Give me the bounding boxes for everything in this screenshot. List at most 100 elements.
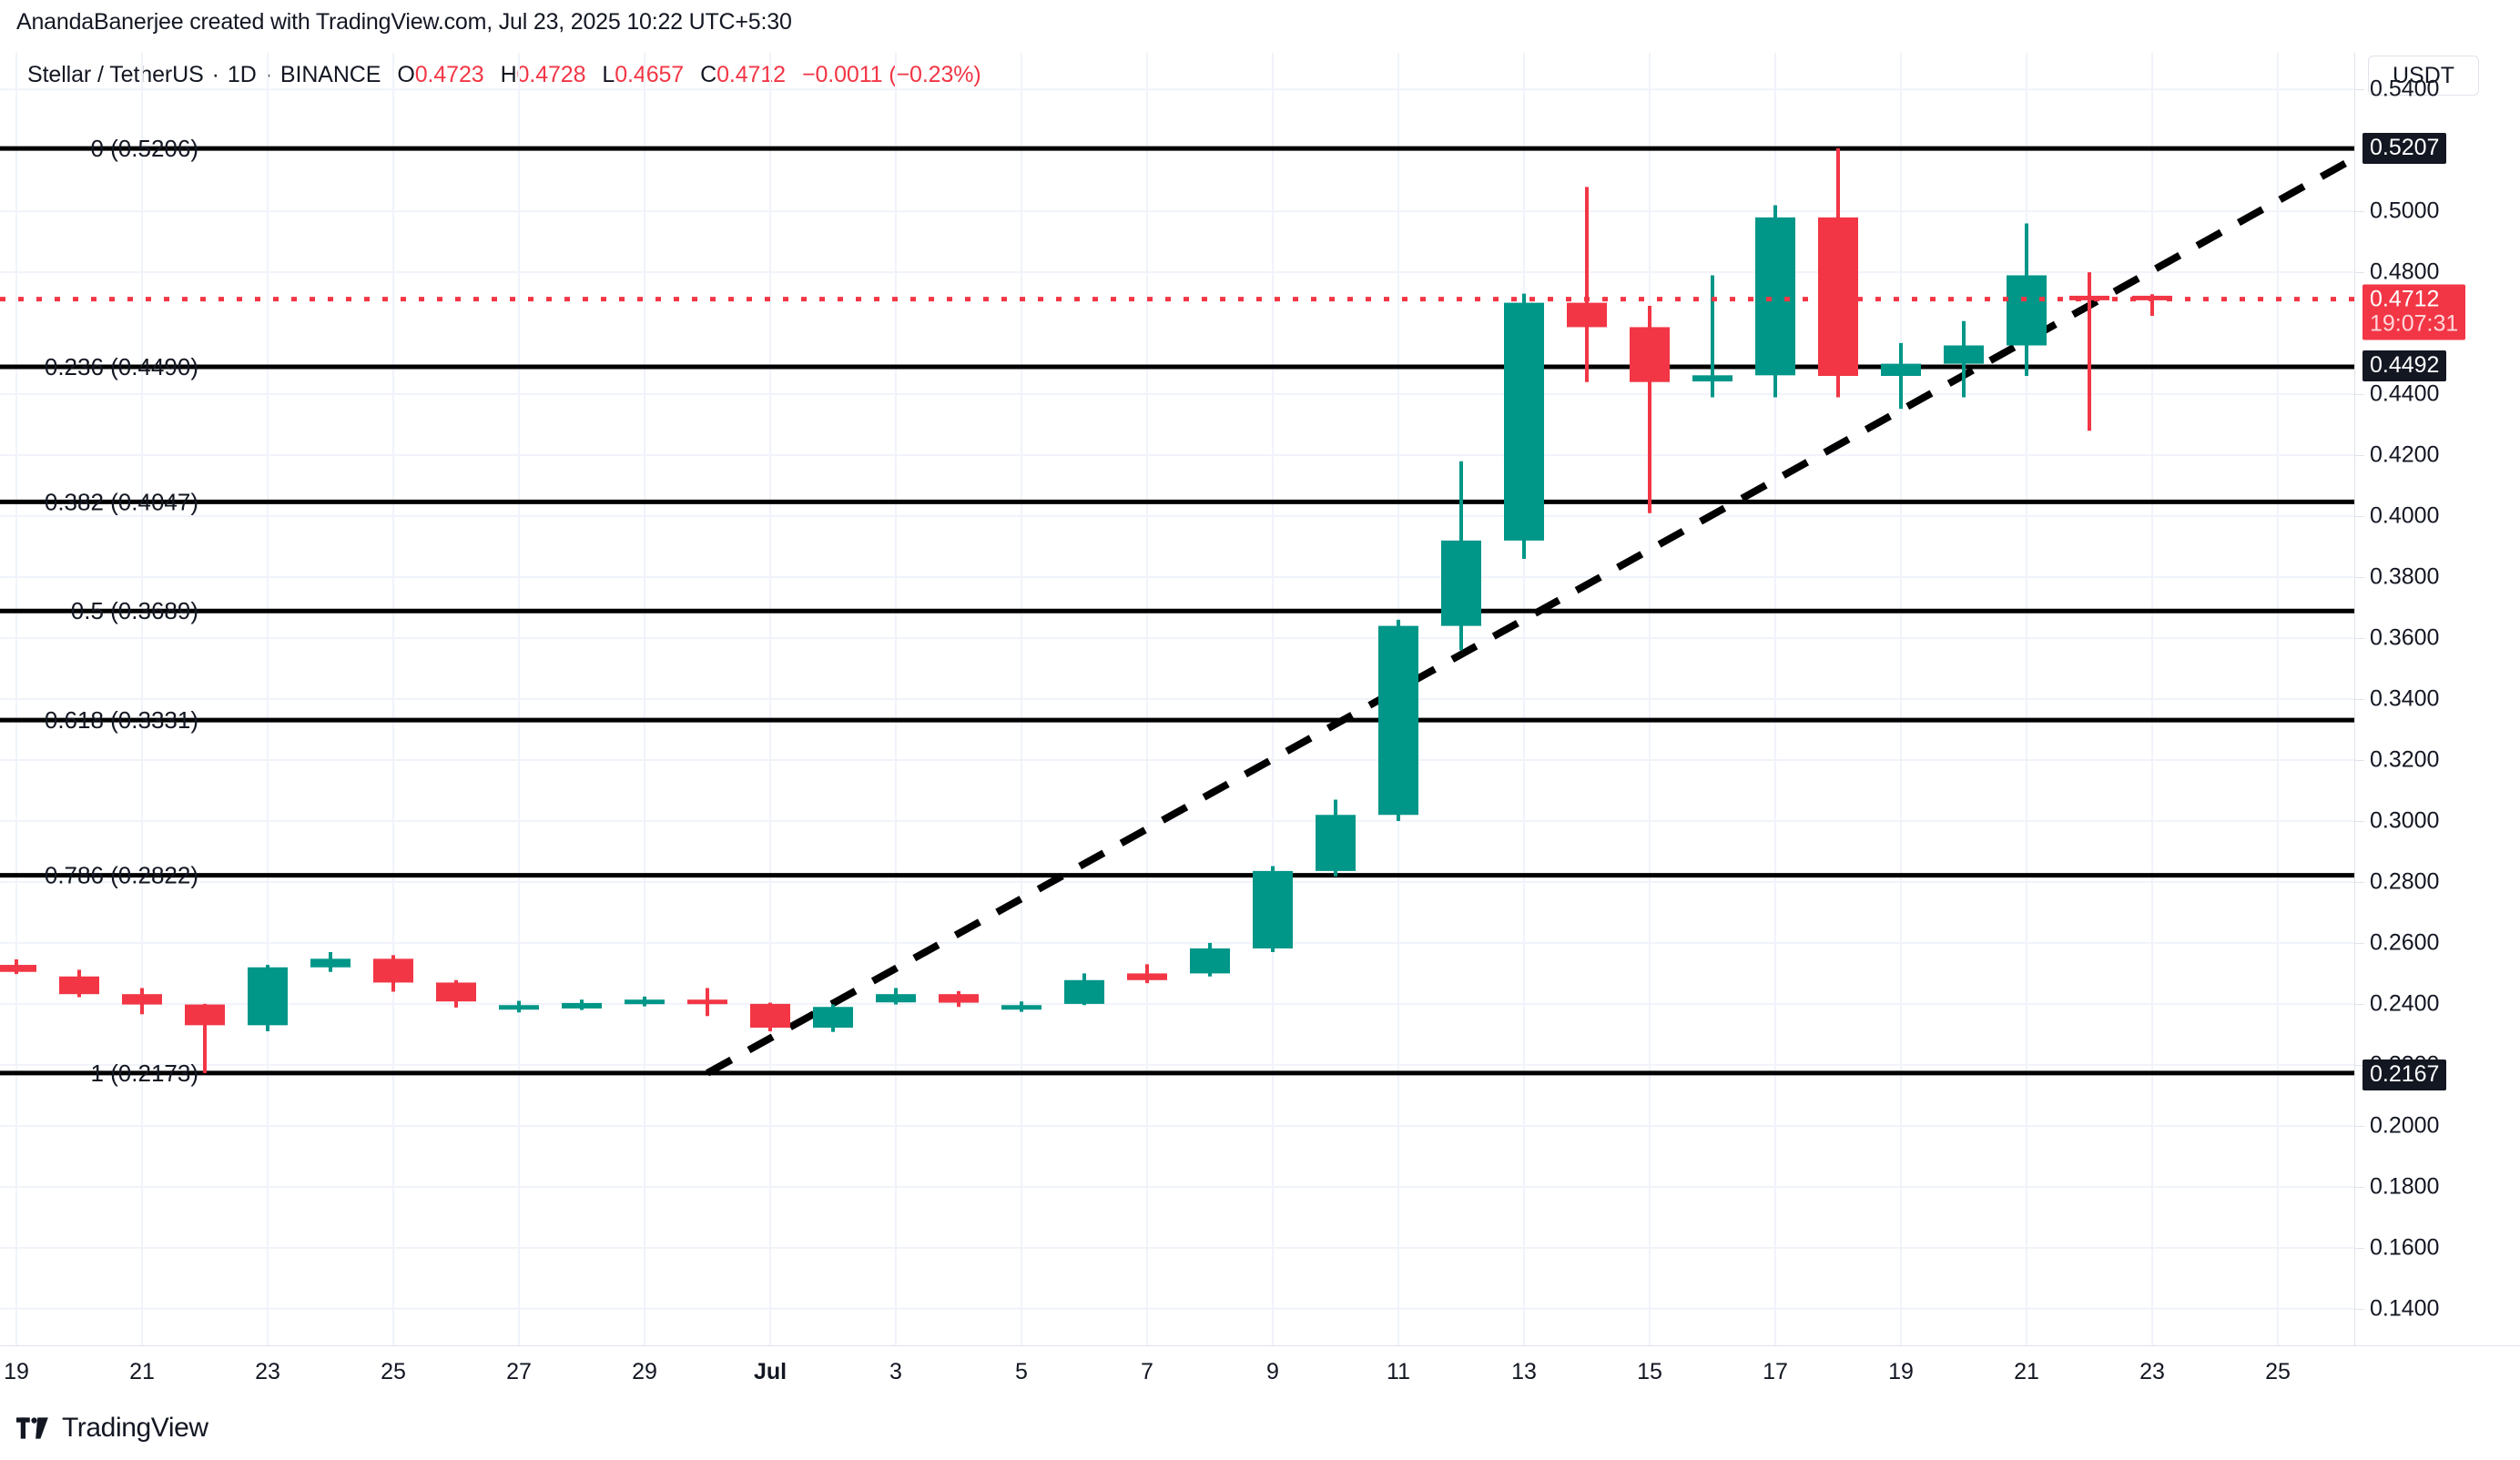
price-tick-mark — [2355, 881, 2364, 883]
price-tick-mark — [2355, 699, 2364, 700]
price-tick-label: 0.3600 — [2370, 624, 2440, 651]
legend-high-label: H — [500, 62, 517, 87]
price-tick-mark — [2355, 577, 2364, 579]
price-tick-label: 0.4800 — [2370, 259, 2440, 285]
time-tick-label: 21 — [129, 1359, 155, 1384]
fib-level-label: 0.236 (0.4490) — [45, 353, 198, 380]
price-tick-label: 0.2600 — [2370, 929, 2440, 956]
candle-body — [1316, 815, 1356, 871]
legend-sep-1: · — [211, 62, 219, 87]
fib-level-label: 0.382 (0.4047) — [45, 488, 198, 515]
candle-body — [59, 976, 99, 995]
tradingview-brand: TradingView — [16, 1413, 208, 1444]
price-tick-mark — [2355, 272, 2364, 274]
candle-body — [813, 1007, 853, 1029]
candle-body — [1064, 979, 1104, 1004]
candle-body — [0, 965, 36, 972]
price-tick-label: 0.1400 — [2370, 1295, 2440, 1322]
candle-body — [2007, 275, 2047, 346]
candle-body — [185, 1004, 225, 1026]
price-tick-label: 0.3000 — [2370, 807, 2440, 834]
candle-body — [687, 999, 727, 1005]
legend-symbol[interactable]: Stellar / TetherUS — [27, 62, 204, 87]
price-tick-label: 0.1600 — [2370, 1234, 2440, 1261]
candle-body — [1692, 375, 1732, 382]
candle-body — [1818, 217, 1858, 376]
price-tick-mark — [2355, 1308, 2364, 1310]
price-tick-mark — [2355, 211, 2364, 213]
legend-close-label: C — [700, 62, 717, 87]
candle-body — [939, 994, 979, 1003]
candle-body — [499, 1005, 539, 1010]
price-tick-label: 0.4200 — [2370, 441, 2440, 468]
legend-high-value: 0.4728 — [516, 62, 586, 87]
trendline-dashed — [706, 154, 2354, 1077]
price-level-label: 0.2167 — [2362, 1059, 2447, 1090]
time-tick-label: 23 — [2139, 1359, 2165, 1384]
chart-plot-area[interactable]: 0 (0.5206) 0.236 (0.4490) 0.382 (0.4047) 0.… — [0, 53, 2354, 1345]
price-tick-mark — [2355, 759, 2364, 761]
time-tick-label: 21 — [2014, 1359, 2039, 1384]
price-scale[interactable]: USDT 0.5400 0.5000 0.4800 0.4400 0.4200 0.400… — [2354, 53, 2520, 1345]
legend-low-value: 0.4657 — [615, 62, 685, 87]
time-tick-label: 3 — [889, 1359, 902, 1384]
candle-body — [1755, 217, 1795, 376]
legend-exchange: BINANCE — [279, 62, 381, 87]
time-tick-label: 7 — [1141, 1359, 1153, 1384]
candle-body — [1190, 948, 1230, 974]
time-tick-label: 29 — [632, 1359, 657, 1384]
candle-body — [625, 999, 665, 1005]
candle-body — [436, 982, 476, 1002]
price-level-label: 0.4492 — [2362, 350, 2447, 382]
time-tick-label: 11 — [1387, 1359, 1410, 1384]
price-tick-mark — [2355, 1247, 2364, 1249]
candle-body — [1127, 973, 1167, 980]
candle-body — [248, 967, 288, 1026]
price-unit-badge[interactable]: USDT — [2368, 56, 2479, 96]
price-tick-label: 0.3800 — [2370, 563, 2440, 590]
candle-body — [1253, 870, 1293, 948]
time-tick-label: 15 — [1637, 1359, 1662, 1384]
current-price-value: 0.4712 — [2370, 286, 2440, 312]
candle-body — [1504, 302, 1544, 541]
candle-body — [750, 1003, 790, 1029]
price-tick-mark — [2355, 455, 2364, 457]
candle-body — [1378, 625, 1418, 816]
price-tick-mark — [2355, 1125, 2364, 1127]
time-tick-label: 23 — [255, 1359, 280, 1384]
time-scale[interactable]: 19 21 23 25 27 29 Jul 3 5 7 9 11 13 15 17 19 21 23 25 — [0, 1345, 2520, 1402]
bar-countdown: 19:07:31 — [2370, 310, 2459, 337]
tradingview-logo-icon — [16, 1417, 48, 1439]
candle-body — [876, 994, 916, 1003]
candle-body — [122, 994, 162, 1005]
candle-body — [1630, 327, 1670, 382]
time-tick-label: 19 — [4, 1359, 29, 1384]
time-tick-label: 19 — [1888, 1359, 1914, 1384]
time-tick-label: 25 — [2265, 1359, 2291, 1384]
candle-body — [2069, 295, 2109, 300]
current-price-badge[interactable]: 0.4712 19:07:31 — [2362, 284, 2466, 340]
price-tick-mark — [2355, 89, 2364, 91]
fib-level-label: 0.618 (0.3331) — [45, 706, 198, 734]
legend-open-value: 0.4723 — [414, 62, 484, 87]
price-tick-mark — [2355, 638, 2364, 640]
time-tick-label: Jul — [753, 1359, 788, 1384]
legend-close-value: 0.4712 — [716, 62, 786, 87]
price-tick-mark — [2355, 1003, 2364, 1005]
legend-low-label: L — [602, 62, 615, 87]
price-tick-mark — [2355, 942, 2364, 944]
candle-body — [1441, 540, 1481, 626]
legend-open-label: O — [397, 62, 415, 87]
price-tick-label: 0.3200 — [2370, 746, 2440, 773]
fib-level-label: 0 (0.5206) — [90, 135, 198, 162]
time-tick-label: 25 — [381, 1359, 406, 1384]
candle-body — [1567, 302, 1607, 328]
time-tick-label: 9 — [1266, 1359, 1279, 1384]
fib-level-label: 1 (0.2173) — [90, 1060, 198, 1087]
price-tick-label: 0.2800 — [2370, 868, 2440, 895]
price-tick-label: 0.2000 — [2370, 1112, 2440, 1139]
legend-change: −0.0011 (−0.23%) — [801, 62, 981, 87]
candle-body — [310, 958, 351, 968]
time-tick-label: 5 — [1015, 1359, 1028, 1384]
legend-interval[interactable]: 1D — [227, 62, 257, 87]
